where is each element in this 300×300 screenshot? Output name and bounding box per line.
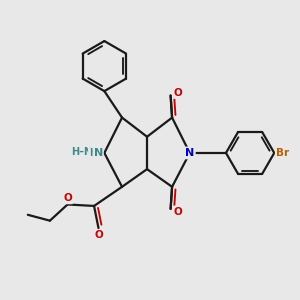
Text: N: N bbox=[185, 148, 194, 158]
Text: H–N: H–N bbox=[71, 147, 93, 158]
Text: N: N bbox=[94, 148, 103, 158]
Text: O: O bbox=[94, 230, 103, 240]
Text: O: O bbox=[174, 88, 182, 98]
Text: O: O bbox=[63, 193, 72, 203]
Text: O: O bbox=[174, 207, 182, 217]
Text: Br: Br bbox=[276, 148, 289, 158]
Text: H: H bbox=[89, 148, 97, 158]
